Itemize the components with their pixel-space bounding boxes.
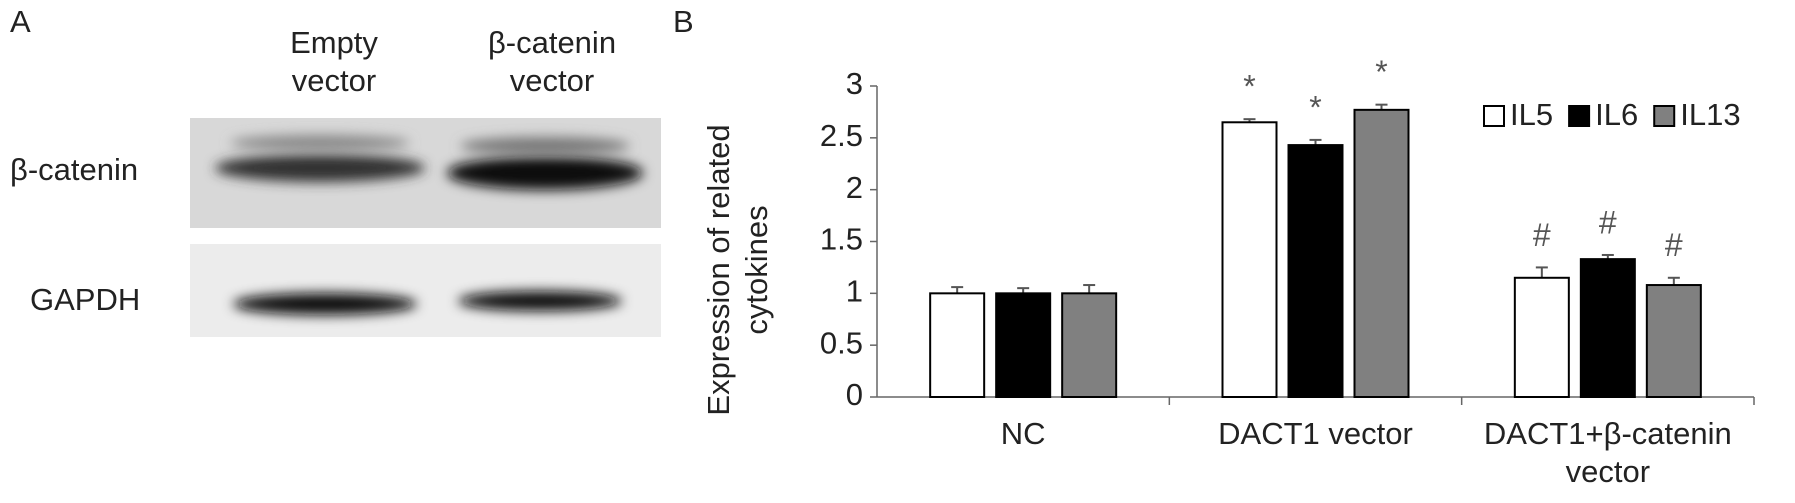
y-tick-label: 1 <box>846 274 863 309</box>
y-tick-label: 0 <box>846 377 863 412</box>
blot-row-label: GAPDH <box>30 282 140 317</box>
blot-row-label: β-catenin <box>10 152 138 187</box>
significance-marker: * <box>1309 89 1321 125</box>
legend-swatch <box>1653 105 1676 127</box>
legend-swatch <box>1483 105 1505 127</box>
blot-band <box>215 154 425 182</box>
bar <box>929 292 986 399</box>
y-tick-label: 2 <box>846 170 863 205</box>
significance-marker: # <box>1665 227 1683 263</box>
legend-label: IL13 <box>1680 97 1740 132</box>
x-tick-label: DACT1+β-catenin vector <box>1483 416 1732 489</box>
blot-band <box>447 156 643 190</box>
legend-label: IL6 <box>1595 97 1638 132</box>
significance-marker: * <box>1375 54 1387 90</box>
significance-marker: * <box>1243 69 1255 105</box>
bar <box>1287 144 1344 398</box>
panel-label: B <box>673 4 694 39</box>
significance-marker: # <box>1599 204 1617 240</box>
bar <box>1579 258 1636 398</box>
y-tick-label: 0.5 <box>820 325 863 360</box>
y-tick-label: 3 <box>846 66 863 101</box>
blot-band <box>233 293 417 315</box>
bar <box>1061 292 1118 399</box>
blot-lane-label: β-catenin vector <box>487 25 617 98</box>
y-tick-label: 2.5 <box>820 118 863 153</box>
bar <box>995 292 1052 399</box>
x-tick-label: NC <box>1000 416 1046 451</box>
bar <box>1513 276 1570 398</box>
blot-band <box>458 291 622 311</box>
y-axis-label: Expression of related cytokines <box>701 124 774 416</box>
bar <box>1353 108 1410 399</box>
y-tick-label: 1.5 <box>820 222 863 257</box>
significance-marker: # <box>1533 217 1551 253</box>
legend-swatch <box>1568 105 1591 127</box>
legend-label: IL5 <box>1510 97 1553 132</box>
blot-lane-label: Empty vector <box>290 25 378 98</box>
x-tick-label: DACT1 vector <box>1218 416 1413 451</box>
blot-band <box>460 137 630 155</box>
blot-membrane <box>190 244 661 337</box>
blot-band <box>230 135 410 151</box>
bar <box>1221 121 1278 399</box>
bar <box>1645 284 1702 399</box>
panel-label: A <box>10 4 31 39</box>
